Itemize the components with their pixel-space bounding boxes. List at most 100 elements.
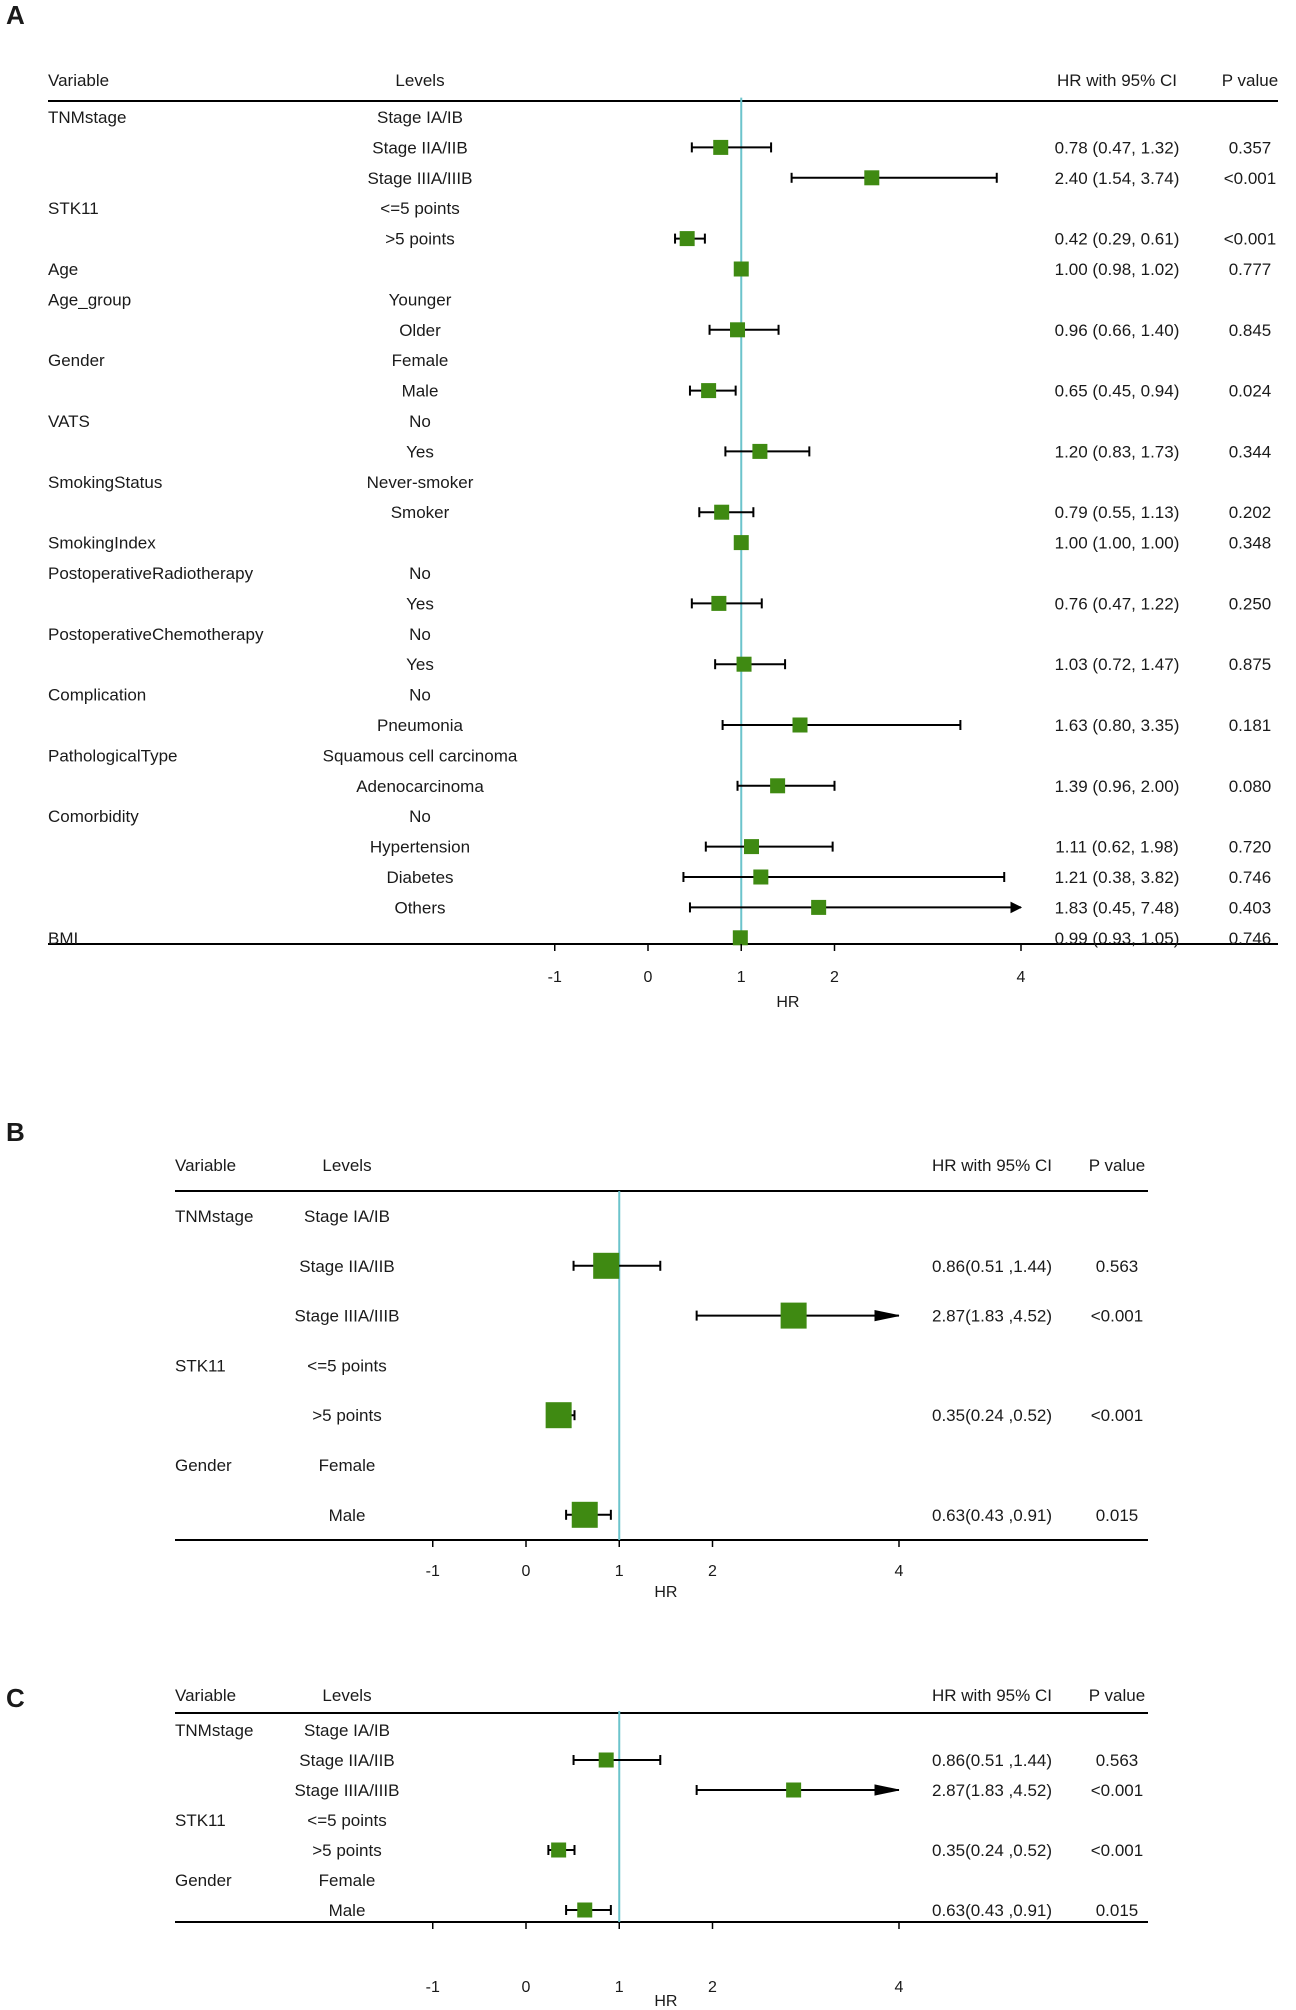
row-p-value: 0.875 (1229, 655, 1272, 674)
header-p-value: P value (1222, 71, 1278, 90)
hr-point-box (753, 869, 769, 885)
hr-point-box (571, 1501, 598, 1528)
x-tick-label: 1 (615, 1979, 624, 1996)
row-variable-label: Comorbidity (48, 807, 139, 826)
hr-point-box (713, 139, 729, 155)
hr-point-box (679, 231, 695, 247)
row-level-label: Hypertension (370, 838, 470, 857)
row-level-label: No (409, 564, 431, 583)
row-hr-ci-text: 1.00 (0.98, 1.02) (1055, 260, 1180, 279)
hr-point-box (733, 261, 749, 277)
row-hr-ci-text: 1.20 (0.83, 1.73) (1055, 442, 1180, 461)
header-hr-ci: HR with 95% CI (932, 1156, 1052, 1175)
row-level-label: Smoker (391, 503, 450, 522)
row-p-value: 0.357 (1229, 138, 1272, 157)
hr-point-box (736, 656, 752, 672)
row-level-label: Stage IIA/IIB (299, 1751, 394, 1770)
header-variable: Variable (175, 1686, 236, 1705)
row-hr-ci-text: 0.35(0.24 ,0.52) (932, 1406, 1052, 1425)
row-p-value: 0.024 (1229, 382, 1272, 401)
row-level-label: Squamous cell carcinoma (323, 746, 518, 765)
row-hr-ci-text: 0.86(0.51 ,1.44) (932, 1751, 1052, 1770)
header-levels: Levels (322, 1156, 371, 1175)
row-level-label: Male (329, 1901, 366, 1920)
x-tick-label: 1 (615, 1563, 624, 1580)
x-tick-label: 0 (522, 1563, 531, 1580)
row-hr-ci-text: 1.11 (0.62, 1.98) (1055, 838, 1179, 857)
row-p-value: 0.080 (1229, 777, 1272, 796)
row-level-label: >5 points (312, 1406, 381, 1425)
x-tick-label: 2 (708, 1563, 717, 1580)
row-level-label: Stage IIIA/IIIB (368, 169, 473, 188)
forest-plot-panel-c: Variable Levels HR with 95% CI P value TNMst… (175, 1686, 1148, 2010)
ci-arrow (874, 1784, 900, 1796)
row-level-label: Yes (406, 655, 434, 674)
row-variable-label: STK11 (48, 199, 99, 218)
row-level-label: No (409, 625, 431, 644)
x-tick-label: 4 (1017, 969, 1026, 986)
row-p-value: <0.001 (1224, 169, 1276, 188)
hr-point-box (744, 839, 760, 855)
hr-point-box (786, 1782, 802, 1798)
row-variable-label: TNMstage (48, 108, 126, 127)
row-variable-label: STK11 (175, 1811, 226, 1830)
row-p-value: 0.746 (1229, 929, 1272, 948)
header-p-value: P value (1089, 1156, 1145, 1175)
row-level-label: Stage IA/IB (304, 1207, 390, 1226)
row-variable-label: Age (48, 260, 78, 279)
x-tick-label: 2 (708, 1979, 717, 1996)
row-level-label: Others (394, 898, 445, 917)
row-p-value: 0.403 (1229, 898, 1272, 917)
row-level-label: <=5 points (307, 1811, 386, 1830)
row-hr-ci-text: 0.42 (0.29, 0.61) (1055, 230, 1180, 249)
header-hr-ci: HR with 95% CI (1057, 71, 1177, 90)
row-p-value: 0.348 (1229, 534, 1272, 553)
hr-point-box (752, 443, 768, 459)
header-p-value: P value (1089, 1686, 1145, 1705)
hr-point-box (545, 1402, 572, 1429)
x-tick-label: 4 (895, 1979, 904, 1996)
row-hr-ci-text: 0.96 (0.66, 1.40) (1055, 321, 1180, 340)
row-level-label: No (409, 686, 431, 705)
row-level-label: Yes (406, 442, 434, 461)
row-variable-label: STK11 (175, 1356, 226, 1375)
row-level-label: Male (329, 1506, 366, 1525)
row-p-value: <0.001 (1224, 230, 1276, 249)
row-hr-ci-text: 0.63(0.43 ,0.91) (932, 1901, 1052, 1920)
row-hr-ci-text: 1.00 (1.00, 1.00) (1055, 534, 1180, 553)
hr-point-box (732, 930, 748, 946)
x-axis-label: HR (776, 994, 799, 1011)
row-level-label: Adenocarcinoma (356, 777, 484, 796)
hr-point-box (770, 778, 786, 794)
row-level-label: No (409, 807, 431, 826)
row-p-value: 0.563 (1096, 1257, 1139, 1276)
header-levels: Levels (322, 1686, 371, 1705)
row-p-value: <0.001 (1091, 1781, 1143, 1800)
hr-point-box (701, 383, 717, 399)
row-p-value: <0.001 (1091, 1841, 1143, 1860)
row-variable-label: SmokingStatus (48, 473, 162, 492)
row-hr-ci-text: 0.35(0.24 ,0.52) (932, 1841, 1052, 1860)
ci-arrow (874, 1309, 900, 1322)
x-tick-label: 0 (644, 969, 653, 986)
row-level-label: Stage IIIA/IIIB (295, 1307, 400, 1326)
row-level-label: Stage IA/IB (304, 1721, 390, 1740)
row-variable-label: PostoperativeChemotherapy (48, 625, 264, 644)
x-tick-label: 0 (522, 1979, 531, 1996)
row-level-label: <=5 points (307, 1356, 386, 1375)
row-level-label: Pneumonia (377, 716, 464, 735)
hr-point-box (733, 535, 749, 551)
row-hr-ci-text: 2.87(1.83 ,4.52) (932, 1307, 1052, 1326)
row-level-label: Female (319, 1456, 376, 1475)
row-variable-label: SmokingIndex (48, 534, 156, 553)
row-level-label: Stage IIA/IIB (372, 138, 467, 157)
x-tick-label: -1 (426, 1979, 440, 1996)
x-tick-label: 2 (830, 969, 839, 986)
hr-point-box (598, 1752, 614, 1768)
row-level-label: >5 points (312, 1841, 381, 1860)
forest-plot-panel-b: Variable Levels HR with 95% CI P value TNMst… (175, 1156, 1148, 1601)
row-variable-label: PathologicalType (48, 746, 177, 765)
panel-letter-a: A (6, 0, 25, 30)
x-tick-label: -1 (548, 969, 562, 986)
